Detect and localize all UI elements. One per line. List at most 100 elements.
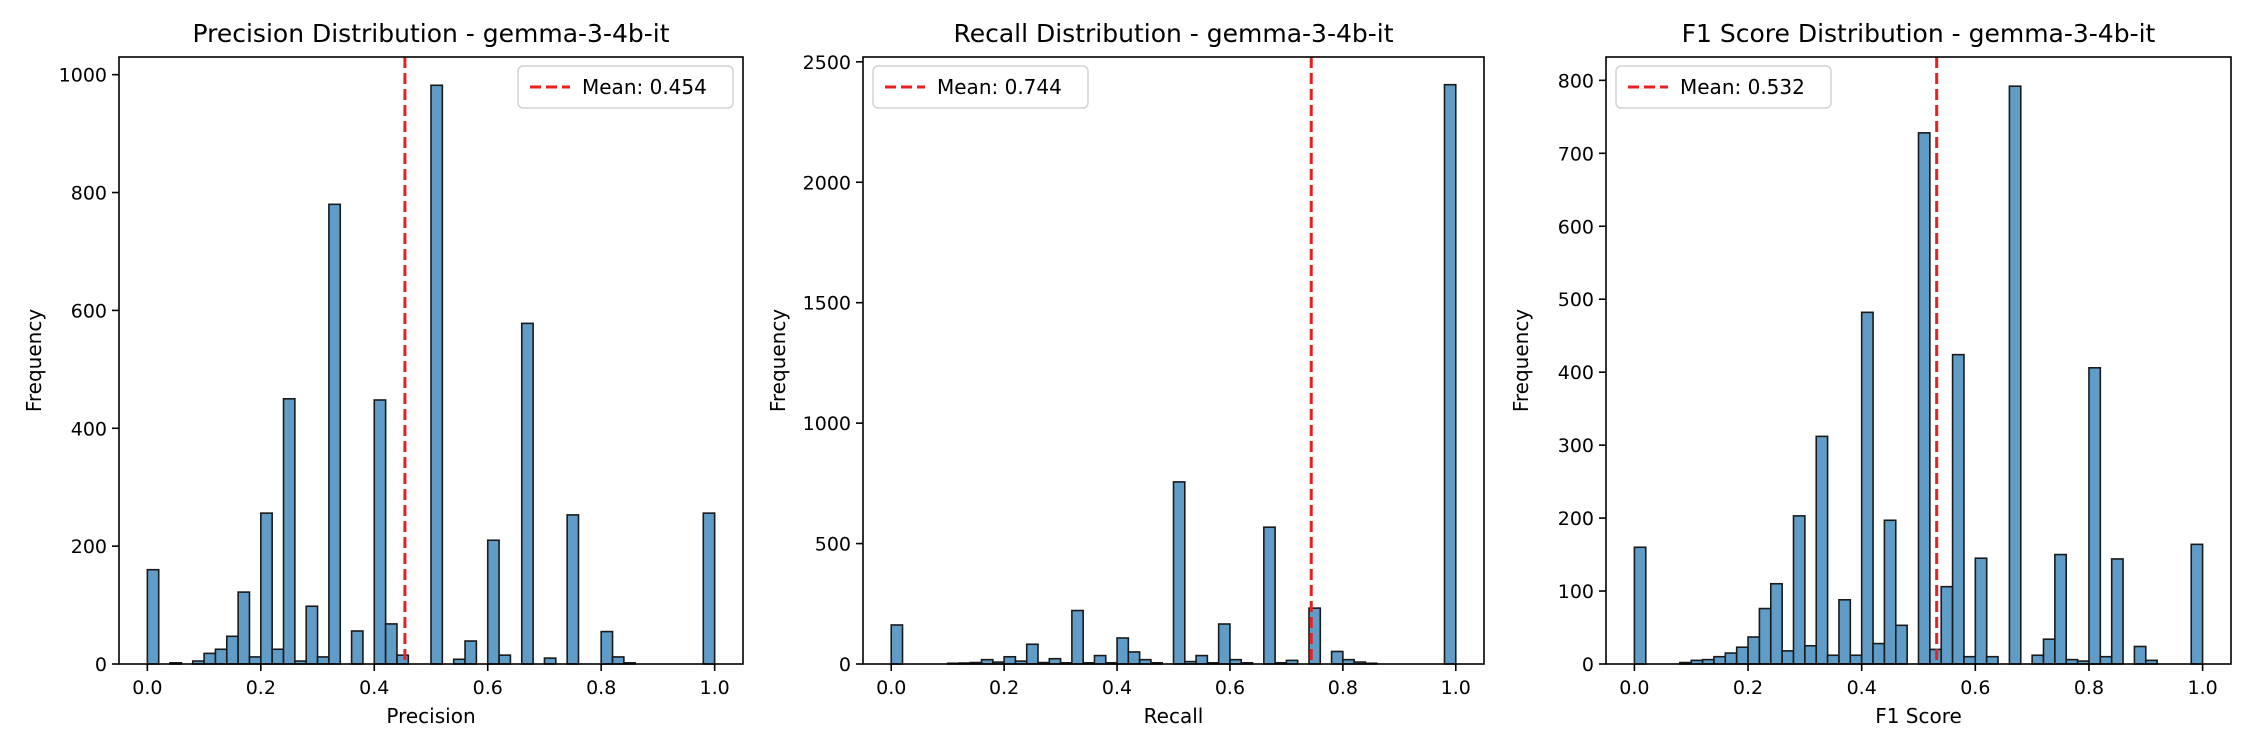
- histogram-bar: [430, 84, 444, 665]
- histogram-bar: [1781, 650, 1795, 665]
- panel-1: 0.0 0.2 0.4 0.6 0.8 1.0 0 200 400 600 800 1000 Preci…: [22, 19, 744, 728]
- x-tick-label: 0.6: [473, 677, 503, 699]
- panel-3: 0.0 0.2 0.4 0.6 0.8 1.0 0 100 200 300 400 500 600 700…: [1509, 19, 2232, 728]
- histogram-bar: [282, 398, 296, 665]
- histogram-bar: [1127, 651, 1141, 665]
- histogram-bar: [203, 652, 217, 665]
- y-tick-label: 1000: [59, 65, 107, 87]
- histogram-bar: [1804, 644, 1818, 665]
- y-tick-label: 0: [839, 654, 851, 676]
- histogram-bar: [2088, 366, 2102, 665]
- histogram-bars: [890, 83, 1457, 665]
- x-axis-label: Recall: [1144, 704, 1204, 728]
- axes-frame: [118, 56, 744, 665]
- y-tick-label: 600: [71, 300, 107, 322]
- histogram-bar: [2110, 558, 2124, 665]
- histogram-bar: [384, 623, 398, 665]
- histogram-bar: [1838, 598, 1852, 665]
- y-tick-label: 500: [815, 534, 851, 556]
- histogram-bar: [1917, 132, 1931, 665]
- y-tick-label: 700: [1558, 143, 1594, 165]
- histogram-bar: [1860, 311, 1874, 665]
- legend: Mean: 0.744: [872, 65, 1089, 109]
- histogram-bar: [1116, 637, 1130, 665]
- chart-title: Recall Distribution - gemma-3-4b-it: [953, 19, 1393, 48]
- y-tick-label: 600: [1558, 216, 1594, 238]
- histogram-bar: [2042, 638, 2056, 665]
- histogram-bar: [1747, 636, 1761, 665]
- y-tick-label: 300: [1558, 435, 1594, 457]
- histogram-bar: [1003, 655, 1017, 665]
- chart-title: F1 Score Distribution - gemma-3-4b-it: [1682, 19, 2156, 48]
- y-tick-label: 0: [1582, 654, 1594, 676]
- histogram-bar: [316, 656, 330, 665]
- y-tick-label: 2000: [803, 172, 851, 194]
- x-tick-label: 0.8: [2074, 677, 2104, 699]
- histogram-bar: [2031, 654, 2045, 665]
- histogram-bar: [543, 657, 557, 665]
- x-tick-label: 0.2: [989, 677, 1019, 699]
- histogram-bar: [1217, 623, 1231, 665]
- histogram-bar: [260, 512, 273, 665]
- histogram-bar: [1633, 546, 1647, 665]
- histogram-bar: [498, 654, 512, 665]
- y-tick-label: 0: [95, 654, 107, 676]
- histogram-bar: [305, 605, 319, 665]
- histogram-bar: [1940, 585, 1954, 665]
- x-tick-label: 0.0: [1619, 677, 1649, 699]
- y-tick-label: 1000: [803, 413, 851, 435]
- histogram-bar: [600, 630, 614, 665]
- histogram-bar: [1263, 526, 1276, 665]
- histogram-bar: [1963, 655, 1977, 665]
- histogram-bar: [566, 514, 580, 665]
- histogram-bar: [1071, 609, 1084, 665]
- histogram-bar: [2054, 553, 2068, 665]
- x-axis-label: F1 Score: [1875, 704, 1962, 728]
- histogram-bar: [373, 399, 387, 665]
- x-tick-label: 1.0: [2187, 677, 2217, 699]
- histogram-bar: [890, 624, 904, 665]
- histogram-bars: [1633, 85, 2204, 665]
- x-tick-label: 0.0: [876, 677, 906, 699]
- y-tick-label: 2500: [803, 52, 851, 74]
- y-tick-label: 800: [71, 183, 107, 205]
- y-tick-label: 800: [1558, 70, 1594, 92]
- legend-label: Mean: 0.744: [937, 75, 1062, 99]
- x-tick-label: 0.4: [1102, 677, 1132, 699]
- histogram-bar: [1025, 643, 1039, 665]
- histogram-bar: [1894, 624, 1908, 665]
- histogram-bar: [248, 656, 262, 665]
- histogram-bar: [1792, 515, 1806, 665]
- x-tick-label: 0.2: [246, 677, 276, 699]
- y-axis-label: Frequency: [766, 309, 790, 412]
- x-tick-label: 0.8: [586, 677, 616, 699]
- histogram-bar: [271, 648, 285, 665]
- y-axis-label: Frequency: [1509, 309, 1533, 412]
- histogram-bar: [1713, 655, 1727, 665]
- histogram-bar: [1883, 519, 1897, 665]
- legend-label: Mean: 0.532: [1680, 75, 1805, 99]
- x-tick-label: 0.4: [1847, 677, 1877, 699]
- legend-label: Mean: 0.454: [582, 75, 707, 99]
- y-tick-label: 200: [1558, 508, 1594, 530]
- histogram-bar: [1443, 83, 1457, 665]
- legend: Mean: 0.532: [1615, 65, 1832, 109]
- y-tick-label: 100: [1558, 581, 1594, 603]
- histogram-bars: [146, 84, 716, 665]
- histogram-bar: [1724, 652, 1738, 665]
- y-tick-label: 200: [71, 536, 107, 558]
- y-tick-label: 1500: [803, 293, 851, 315]
- histogram-bar: [214, 648, 228, 665]
- histogram-bar: [237, 591, 251, 665]
- histogram-bar: [1872, 642, 1886, 665]
- histogram-bar: [611, 656, 625, 665]
- y-axis-label: Frequency: [22, 309, 46, 412]
- chart-title: Precision Distribution - gemma-3-4b-it: [192, 19, 669, 48]
- histogram-bar: [2190, 543, 2204, 665]
- histogram-bar: [146, 568, 160, 665]
- histogram-bar: [520, 322, 534, 665]
- axes-frame: [862, 56, 1485, 665]
- histogram-bar: [328, 203, 342, 665]
- x-tick-label: 0.6: [1960, 677, 1990, 699]
- histogram-bar: [396, 654, 410, 665]
